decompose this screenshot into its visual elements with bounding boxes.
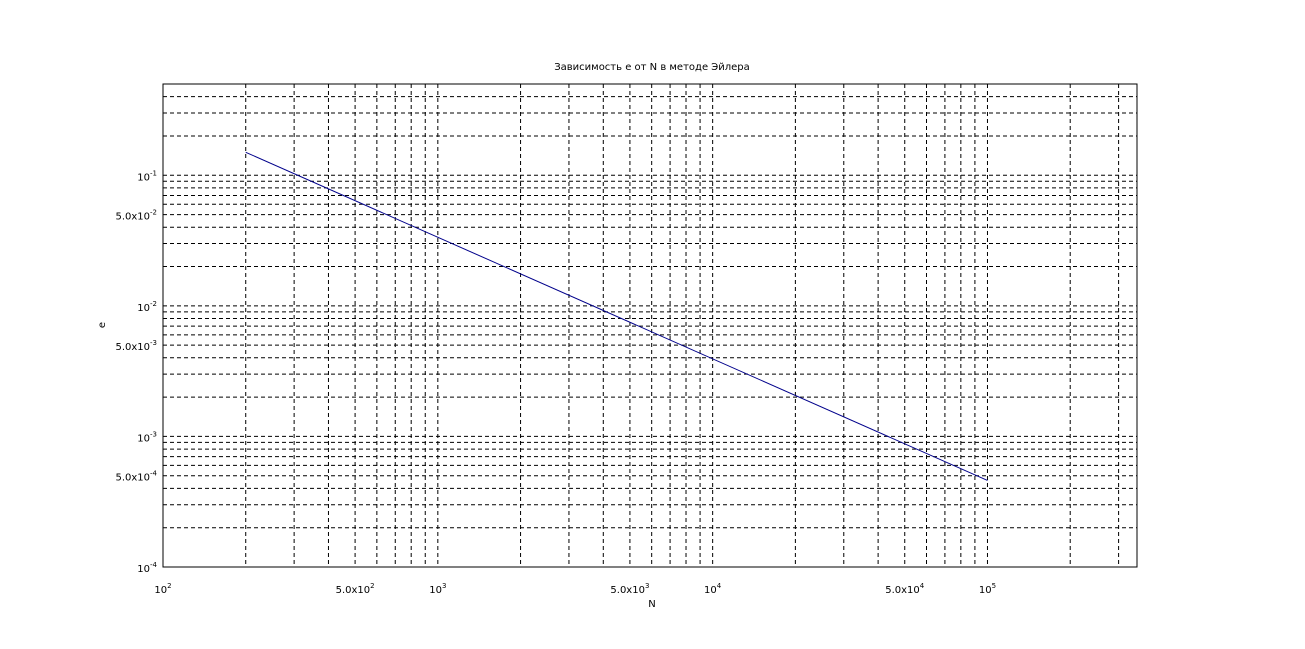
x-axis-label: N: [648, 599, 655, 610]
x-tick-label: 5.0x104: [885, 582, 925, 596]
chart-title: Зависимость e от N в методе Эйлера: [554, 62, 750, 73]
y-tick-label: 5.0x10-4: [115, 470, 157, 484]
x-tick-label: 102: [154, 582, 171, 596]
y-tick-labels: 10-4 5.0x10-4 10-3 5.0x10-3 10-2 5.0x10-2 10-1: [115, 169, 157, 575]
x-tick-label: 5.0x103: [610, 582, 649, 596]
x-tick-label: 104: [704, 582, 722, 596]
x-tick-labels: 102 5.0x102 103 5.0x103 104 5.0x104 105: [154, 582, 996, 596]
y-tick-label: 10-4: [137, 561, 157, 575]
plot-frame: [162, 83, 1138, 568]
x-tick-label: 103: [429, 582, 446, 596]
grid-lines: [163, 84, 1137, 567]
y-tick-label: 10-2: [137, 300, 157, 314]
x-tick-label: 105: [979, 582, 996, 596]
y-tick-label: 5.0x10-2: [115, 209, 157, 223]
series-line: [245, 151, 988, 481]
series-layer: [245, 151, 988, 481]
x-tick-label: 5.0x102: [336, 582, 375, 596]
y-tick-label: 10-1: [137, 169, 157, 183]
y-axis-label: e: [97, 322, 108, 328]
y-tick-label: 10-3: [137, 430, 157, 444]
y-tick-label: 5.0x10-3: [115, 339, 157, 353]
